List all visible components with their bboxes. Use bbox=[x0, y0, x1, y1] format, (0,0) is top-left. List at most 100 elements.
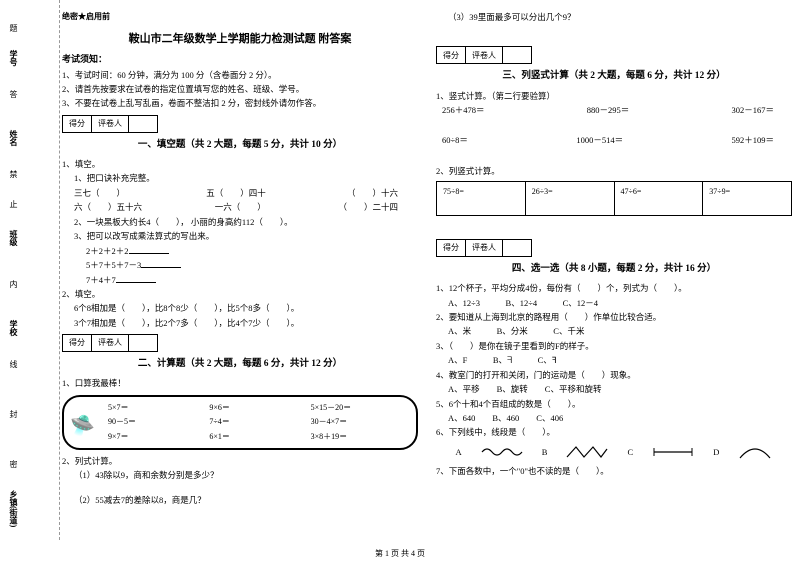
s1-q1: 1、填空。 bbox=[62, 157, 418, 171]
e1: 2＋2＋2＋2 bbox=[62, 244, 418, 258]
section-2-title: 二、计算题（共 2 大题，每题 6 分，共计 12 分） bbox=[62, 356, 418, 372]
s3-q2: 2、列竖式计算。 bbox=[436, 164, 792, 178]
ufo-icon: 🛸 bbox=[70, 409, 95, 443]
mark-feng: 封 bbox=[8, 410, 19, 418]
s1-row2: 六（ ）五十六 一六（ ） （ ）二十四 bbox=[62, 200, 418, 214]
g8: 3×8＋19＝ bbox=[311, 430, 406, 444]
vc2: 47÷6= bbox=[615, 182, 704, 215]
grader-label: 评卷人 bbox=[466, 47, 503, 63]
g7: 6×1＝ bbox=[209, 430, 304, 444]
score-box-2: 得分 评卷人 bbox=[62, 334, 158, 352]
segment-icon bbox=[652, 445, 694, 459]
vc1: 26÷3= bbox=[526, 182, 615, 215]
s4-q5o: A、640 B、460 C、406 bbox=[436, 411, 792, 425]
section-4-title: 四、选一选（共 8 小题，每题 2 分，共计 16 分） bbox=[436, 261, 792, 277]
c0: 256＋478＝ bbox=[442, 103, 485, 117]
calc-grid: 5×7＝ 9×6＝ 5×15－20＝ 90－5＝ 7÷4＝ 30－4×7＝ 9×… bbox=[108, 401, 406, 444]
c4: 1000－514＝ bbox=[576, 133, 623, 147]
grader-label: 评卷人 bbox=[92, 335, 129, 351]
score-box-1: 得分 评卷人 bbox=[62, 115, 158, 133]
label-banji: 班级 bbox=[8, 230, 19, 246]
r1-0: 三七（ ） bbox=[74, 186, 125, 200]
e1t: 2＋2＋2＋2 bbox=[86, 246, 129, 256]
g2: 5×15－20＝ bbox=[311, 401, 406, 415]
mark-nei: 内 bbox=[8, 280, 19, 288]
section-1-title: 一、填空题（共 2 大题，每题 5 分，共计 10 分） bbox=[62, 137, 418, 153]
vc0: 75÷8= bbox=[437, 182, 526, 215]
s4-q7: 7、下面各数中，一个"0"也不读的是（ ）。 bbox=[436, 464, 792, 478]
g4: 7÷4＝ bbox=[209, 415, 304, 429]
opt-c: C bbox=[628, 445, 634, 459]
line-options: A B C D bbox=[436, 440, 792, 464]
s4-q2: 2、要知道从上海到北京的路程用（ ）作单位比较合适。 bbox=[436, 310, 792, 324]
score-label: 得分 bbox=[437, 47, 466, 63]
s4-q4: 4、教室门的打开和关闭，门的运动是（ ）现象。 bbox=[436, 368, 792, 382]
r2-2: （ ）二十四 bbox=[338, 200, 398, 214]
e2t: 5＋7＋5＋7－3 bbox=[86, 260, 141, 270]
page-content: 绝密★启用前 鞍山市二年级数学上学期能力检测试题 附答案 考试须知： 1、考试时… bbox=[62, 10, 792, 507]
s4-q1o: A、12÷3 B、12÷4 C、12－4 bbox=[436, 296, 792, 310]
s4-q5: 5、6个十和4个百组成的数是（ ）。 bbox=[436, 397, 792, 411]
g3: 90－5＝ bbox=[108, 415, 203, 429]
secret-mark: 绝密★启用前 bbox=[62, 10, 418, 24]
notice-3: 3、不要在试卷上乱写乱画，卷面不整洁扣 2 分，密封线外请勿作答。 bbox=[62, 96, 418, 110]
r2-1: 一六（ ） bbox=[215, 200, 266, 214]
s3-row2: 60÷8＝ 1000－514＝ 592＋109＝ bbox=[436, 133, 792, 147]
blank[interactable] bbox=[129, 245, 169, 254]
label-xiangzhen: 乡镇(街道) bbox=[8, 490, 19, 527]
notice-title: 考试须知： bbox=[62, 52, 418, 67]
blank[interactable] bbox=[116, 274, 156, 283]
q1b-a: 2、一块黑板大约长4（ ）， bbox=[74, 217, 189, 227]
e2: 5＋7＋5＋7－3 bbox=[62, 258, 418, 272]
score-box-4: 得分 评卷人 bbox=[436, 239, 532, 257]
s1-q1b: 2、一块黑板大约长4（ ）， 小丽的身高约112（ ）。 bbox=[62, 215, 418, 229]
c5: 592＋109＝ bbox=[731, 133, 774, 147]
e3: 7＋4＋7 bbox=[62, 273, 418, 287]
label-xingming: 姓名 bbox=[8, 130, 19, 146]
g6: 9×7＝ bbox=[108, 430, 203, 444]
e3t: 7＋4＋7 bbox=[86, 275, 116, 285]
s4-q3o: A、F B、ᖷ C、ꟻ bbox=[436, 353, 792, 367]
page-footer: 第 1 页 共 4 页 bbox=[0, 548, 800, 559]
s4-q3: 3、（ ）是你在镜子里看到的F的样子。 bbox=[436, 339, 792, 353]
mark-mi: 密 bbox=[8, 460, 19, 468]
score-label: 得分 bbox=[437, 240, 466, 256]
vc3: 37÷9= bbox=[703, 182, 791, 215]
exam-title: 鞍山市二年级数学上学期能力检测试题 附答案 bbox=[62, 30, 418, 49]
notice-2: 2、请首先按要求在试卷的指定位置填写您的姓名、班级、学号。 bbox=[62, 82, 418, 96]
score-blank[interactable] bbox=[503, 240, 531, 256]
mark-ti: 题 bbox=[8, 24, 19, 32]
s4-q1: 1、12个杯子，平均分成4份，每份有（ ）个，列式为（ ）。 bbox=[436, 281, 792, 295]
s2-q2a: （1）43除以9，商和余数分别是多少？ bbox=[62, 468, 418, 482]
g5: 30－4×7＝ bbox=[311, 415, 406, 429]
label-xuexiao: 学校 bbox=[8, 320, 19, 336]
c2: 302－167＝ bbox=[731, 103, 774, 117]
c1: 880－295＝ bbox=[587, 103, 630, 117]
s1-q1a: 1、把口诀补充完整。 bbox=[62, 171, 418, 185]
s4-q6: 6、下列线中，线段是（ ）。 bbox=[436, 425, 792, 439]
opt-a: A bbox=[456, 445, 462, 459]
score-label: 得分 bbox=[63, 116, 92, 132]
left-column: 绝密★启用前 鞍山市二年级数学上学期能力检测试题 附答案 考试须知： 1、考试时… bbox=[62, 10, 418, 507]
right-column: （3）39里面最多可以分出几个9？ 得分 评卷人 三、列竖式计算（共 2 大题，… bbox=[436, 10, 792, 507]
score-blank[interactable] bbox=[129, 116, 157, 132]
blank[interactable] bbox=[141, 259, 181, 268]
score-label: 得分 bbox=[63, 335, 92, 351]
score-blank[interactable] bbox=[129, 335, 157, 351]
wave-icon bbox=[481, 445, 523, 459]
label-xuehao: 学号 bbox=[8, 50, 19, 66]
score-blank[interactable] bbox=[503, 47, 531, 63]
binding-area: 题 学号 答 姓名 禁 止 班级 内 学校 线 封 密 乡镇(街道) bbox=[0, 0, 60, 540]
notice-1: 1、考试时间：60 分钟，满分为 100 分（含卷面分 2 分）。 bbox=[62, 68, 418, 82]
s2-q2b: （2）55减去7的差除以8，商是几？ bbox=[62, 493, 418, 507]
s1-q1c: 3、把可以改写成乘法算式的写出来。 bbox=[62, 229, 418, 243]
s2-q2: 2、列式计算。 bbox=[62, 454, 418, 468]
r1-1: 五（ ）四十 bbox=[206, 186, 266, 200]
q1b-b: 小丽的身高约112（ ）。 bbox=[191, 217, 293, 227]
s1-l2: 3个7相加是（ ），比2个7多（ ），比4个7少（ ）。 bbox=[62, 316, 418, 330]
s3-row1: 256＋478＝ 880－295＝ 302－167＝ bbox=[436, 103, 792, 117]
s1-q2: 2、填空。 bbox=[62, 287, 418, 301]
s2-q2c: （3）39里面最多可以分出几个9？ bbox=[436, 10, 792, 24]
mark-xian: 线 bbox=[8, 360, 19, 368]
grader-label: 评卷人 bbox=[92, 116, 129, 132]
